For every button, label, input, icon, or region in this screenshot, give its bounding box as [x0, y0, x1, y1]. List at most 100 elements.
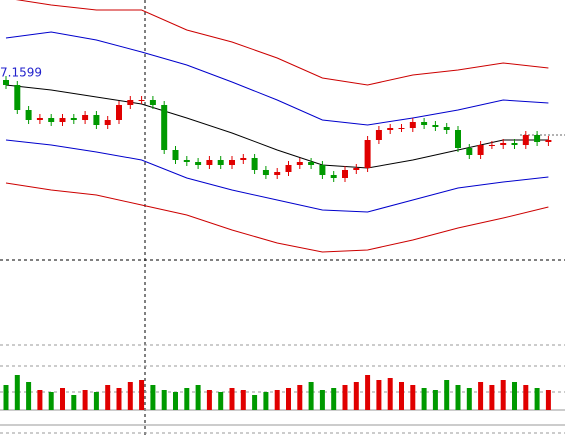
volume-bar	[161, 390, 167, 410]
volume-bar	[116, 388, 122, 410]
volume-bar	[105, 385, 111, 410]
volume-bar	[127, 382, 133, 410]
candle-body	[82, 115, 89, 120]
candle-body	[3, 80, 9, 85]
candle-body	[466, 148, 473, 155]
volume-bar	[478, 382, 484, 410]
candle-body	[138, 100, 145, 101]
candle-body	[511, 143, 518, 145]
candle-body	[206, 160, 213, 165]
candle-body	[274, 172, 281, 175]
volume-bar	[173, 392, 178, 410]
candle-body	[477, 145, 484, 155]
volume-bar	[195, 385, 201, 410]
volume-bar	[308, 382, 314, 410]
volume-bar	[229, 388, 235, 410]
candle-body	[409, 122, 416, 128]
candle-body	[217, 160, 224, 165]
band-line	[15, 0, 549, 86]
volume-bar	[512, 382, 517, 410]
candle-body	[36, 118, 43, 120]
volume-bar	[297, 385, 303, 410]
volume-bar	[421, 388, 427, 410]
candle-body	[545, 140, 552, 142]
candle-body	[443, 127, 450, 130]
volume-bar	[240, 390, 246, 410]
band-line	[5, 139, 549, 213]
candle-body	[127, 100, 134, 105]
candle-body	[398, 128, 405, 129]
volume-bar	[365, 375, 371, 410]
candle-body	[195, 162, 202, 165]
volume-bar	[545, 390, 551, 410]
candle-body	[229, 160, 235, 165]
candle-body	[488, 145, 495, 146]
volume-bar	[3, 385, 9, 410]
volume-bar	[410, 385, 416, 410]
volume-bar	[184, 388, 190, 410]
volume-bar	[82, 390, 88, 410]
volume-bar	[274, 390, 280, 410]
volume-bar	[263, 392, 269, 410]
volume-bar	[489, 385, 495, 410]
candle-body	[262, 170, 269, 175]
volume-bar	[466, 388, 472, 410]
candle-body	[296, 162, 303, 165]
candle-body	[104, 120, 111, 125]
volume-bar	[93, 392, 99, 410]
price-label: 7.1599	[0, 66, 42, 80]
volume-bar	[387, 378, 393, 410]
candle-body	[25, 110, 32, 120]
candle-body	[308, 162, 315, 165]
candle-body	[251, 158, 258, 170]
volume-bar	[26, 382, 32, 410]
candle-body	[522, 135, 529, 145]
candle-body	[172, 150, 179, 160]
candle-body	[432, 125, 439, 127]
band-line	[5, 84, 549, 169]
candle-body	[93, 115, 100, 125]
volume-bar	[48, 392, 54, 410]
candle-body	[285, 165, 292, 172]
volume-bar	[218, 392, 224, 410]
candle-body	[14, 85, 21, 110]
volume-bar	[534, 388, 540, 410]
volume-bar	[319, 390, 325, 410]
candle-body	[534, 135, 541, 142]
band-line	[5, 31, 549, 126]
volume-bar	[71, 395, 77, 410]
volume-bar	[37, 390, 43, 410]
candle-body	[500, 143, 507, 145]
candle-body	[149, 100, 156, 105]
volume-bar	[432, 390, 438, 410]
candle-body	[375, 130, 382, 140]
volume-bar	[523, 385, 529, 410]
candle-body	[183, 160, 190, 162]
volume-bar	[444, 380, 450, 410]
volume-bar	[60, 388, 65, 410]
candle-body	[342, 170, 348, 178]
candle-body	[353, 168, 360, 170]
volume-bar	[399, 382, 404, 410]
volume-bar	[500, 380, 506, 410]
volume-bar	[252, 395, 258, 410]
volume-bar	[286, 388, 291, 410]
candle-body	[421, 122, 428, 125]
candle-body	[116, 105, 122, 120]
candle-body	[330, 175, 337, 178]
band-line	[5, 182, 549, 253]
volume-bar	[206, 390, 212, 410]
candle-body	[319, 165, 326, 175]
candle-body	[387, 128, 394, 130]
candle-body	[455, 130, 461, 148]
volume-bar	[353, 382, 359, 410]
candle-body	[364, 140, 371, 168]
volume-bar	[331, 388, 337, 410]
volume-bar	[455, 385, 461, 410]
volume-bar	[150, 385, 156, 410]
candle-body	[48, 118, 55, 122]
candle-body	[161, 105, 168, 150]
volume-bar	[376, 380, 382, 410]
volume-bar	[342, 385, 348, 410]
